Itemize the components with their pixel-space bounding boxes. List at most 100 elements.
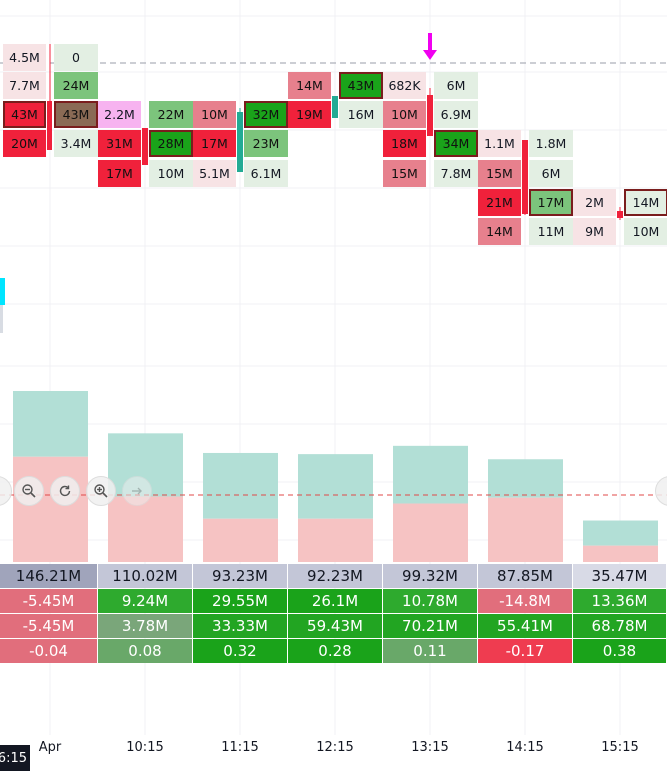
footprint-cell-buy: 10M <box>149 160 193 187</box>
candle-body <box>617 211 623 218</box>
footprint-cell-buy: 0 <box>54 44 98 71</box>
stats-cell-ratio: 0.08 <box>98 639 193 663</box>
stats-cell-total: 146.21M <box>0 564 98 588</box>
footprint-cell-buy: 32M <box>244 101 288 128</box>
footprint-cell-buy: 11M <box>529 218 573 245</box>
x-axis-tick-label: 14:15 <box>506 740 544 755</box>
candle-body <box>427 95 433 136</box>
volume-bar-sell <box>298 518 373 562</box>
footprint-cell-sell: 1.1M <box>478 130 521 157</box>
volume-bar-sell <box>393 503 468 562</box>
footprint-cell-buy: 22M <box>149 101 193 128</box>
scroll-icon[interactable] <box>122 476 152 506</box>
footprint-cell-buy: 17M <box>529 189 573 216</box>
footprint-cell-buy: 23M <box>244 130 288 157</box>
footprint-cell-sell: 682K <box>383 72 426 99</box>
footprint-cell-buy: 28M <box>149 130 193 157</box>
candle-body <box>332 96 338 118</box>
stats-cell-ratio: -0.17 <box>478 639 573 663</box>
footprint-cell-buy: 6.1M <box>244 160 288 187</box>
volume-bar-buy <box>583 520 658 546</box>
stats-cell-total: 99.32M <box>383 564 478 588</box>
footprint-cell-sell: 9M <box>573 218 616 245</box>
footprint-cell-buy: 24M <box>54 72 98 99</box>
price-tag <box>0 278 5 305</box>
zoom-out-icon[interactable] <box>14 476 44 506</box>
footprint-cell-buy: 43M <box>54 101 98 128</box>
footprint-cell-sell: 17M <box>98 160 141 187</box>
footprint-cell-sell: 4.5M <box>3 44 46 71</box>
current-time-label: 6:15 <box>0 745 30 771</box>
footprint-cell-sell: 15M <box>478 160 521 187</box>
stats-cell-ratio: 0.11 <box>383 639 478 663</box>
stats-cell-cum-delta: 70.21M <box>383 614 478 638</box>
stats-cell-delta: 9.24M <box>98 589 193 613</box>
footprint-cell-sell: 31M <box>98 130 141 157</box>
reset-icon[interactable] <box>50 476 80 506</box>
x-axis-tick-label: 12:15 <box>316 740 354 755</box>
footprint-cell-buy: 10M <box>624 218 667 245</box>
stats-cell-cum-delta: 33.33M <box>193 614 288 638</box>
footprint-cell-buy: 6M <box>529 160 573 187</box>
footprint-cell-sell: 2M <box>573 189 616 216</box>
stats-cell-total: 35.47M <box>573 564 667 588</box>
footprint-cell-buy: 34M <box>434 130 478 157</box>
stats-row-delta: -5.45M 9.24M 29.55M 26.1M 10.78M -14.8M 13.36M <box>0 589 667 613</box>
stats-cell-total: 93.23M <box>193 564 288 588</box>
footprint-cell-sell: 15M <box>383 160 426 187</box>
signal-arrow-icon <box>423 50 437 60</box>
stats-cell-cum-delta: 59.43M <box>288 614 383 638</box>
footprint-cell-sell: 14M <box>288 72 331 99</box>
candle-body <box>142 128 148 165</box>
volume-bar-sell <box>488 497 563 562</box>
zoom-in-icon[interactable] <box>86 476 116 506</box>
stats-row-total: 146.21M 110.02M 93.23M 92.23M 99.32M 87.85M 35… <box>0 564 667 588</box>
stats-cell-delta: 29.55M <box>193 589 288 613</box>
footprint-cell-buy: 3.4M <box>54 130 98 157</box>
footprint-cell-sell: 21M <box>478 189 521 216</box>
stats-cell-delta: 26.1M <box>288 589 383 613</box>
stats-row-ratio: -0.04 0.08 0.32 0.28 0.11 -0.17 0.38 <box>0 639 667 663</box>
footprint-cell-buy: 16M <box>339 101 383 128</box>
stats-cell-cum-delta: -5.45M <box>0 614 98 638</box>
footprint-cell-sell: 43M <box>3 101 46 128</box>
stats-cell-ratio: 0.28 <box>288 639 383 663</box>
footprint-cell-sell: 17M <box>193 130 236 157</box>
stats-cell-cum-delta: 68.78M <box>573 614 667 638</box>
x-axis-tick-label: 11:15 <box>221 740 259 755</box>
stats-row-cum-delta: -5.45M 3.78M 33.33M 59.43M 70.21M 55.41M 68.78… <box>0 614 667 638</box>
stats-cell-ratio: -0.04 <box>0 639 98 663</box>
price-tag-secondary <box>0 305 3 333</box>
stats-cell-total: 92.23M <box>288 564 383 588</box>
volume-bar-buy <box>298 454 373 519</box>
volume-bar-buy <box>203 452 278 519</box>
stats-cell-delta: -5.45M <box>0 589 98 613</box>
volume-bar-buy <box>393 445 468 504</box>
volume-bar-buy <box>13 391 88 457</box>
stats-cell-ratio: 0.32 <box>193 639 288 663</box>
stats-cell-delta: 10.78M <box>383 589 478 613</box>
candle-body <box>237 112 243 172</box>
volume-bar-sell <box>203 518 278 562</box>
volume-bar-sell <box>13 456 88 562</box>
footprint-cell-sell: 10M <box>193 101 236 128</box>
stats-cell-total: 110.02M <box>98 564 193 588</box>
footprint-cell-buy: 43M <box>339 72 383 99</box>
footprint-cell-sell: 5.1M <box>193 160 236 187</box>
x-axis-tick-label: 15:15 <box>601 740 639 755</box>
footprint-cell-buy: 1.8M <box>529 130 573 157</box>
footprint-cell-sell: 7.7M <box>3 72 46 99</box>
footprint-cell-buy: 6M <box>434 72 478 99</box>
candle-body <box>522 140 528 214</box>
footprint-cell-sell: 20M <box>3 130 46 157</box>
x-axis-tick-label: Apr <box>38 740 62 755</box>
stats-cell-ratio: 0.38 <box>573 639 667 663</box>
stats-cell-delta: 13.36M <box>573 589 667 613</box>
footprint-cell-sell: 18M <box>383 130 426 157</box>
footprint-cell-sell: 10M <box>383 101 426 128</box>
stats-cell-total: 87.85M <box>478 564 573 588</box>
stats-cell-cum-delta: 55.41M <box>478 614 573 638</box>
volume-bar-sell <box>108 496 183 562</box>
footprint-cell-sell: 2.2M <box>98 101 141 128</box>
